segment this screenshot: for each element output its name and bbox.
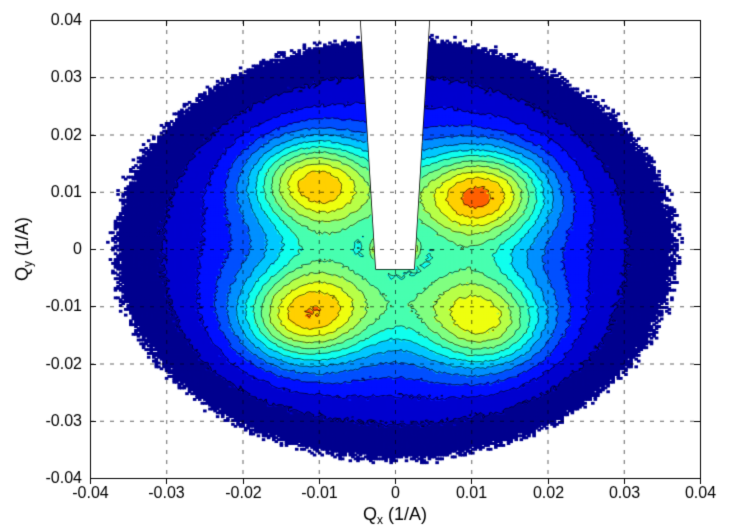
contour-plot [0, 0, 733, 532]
